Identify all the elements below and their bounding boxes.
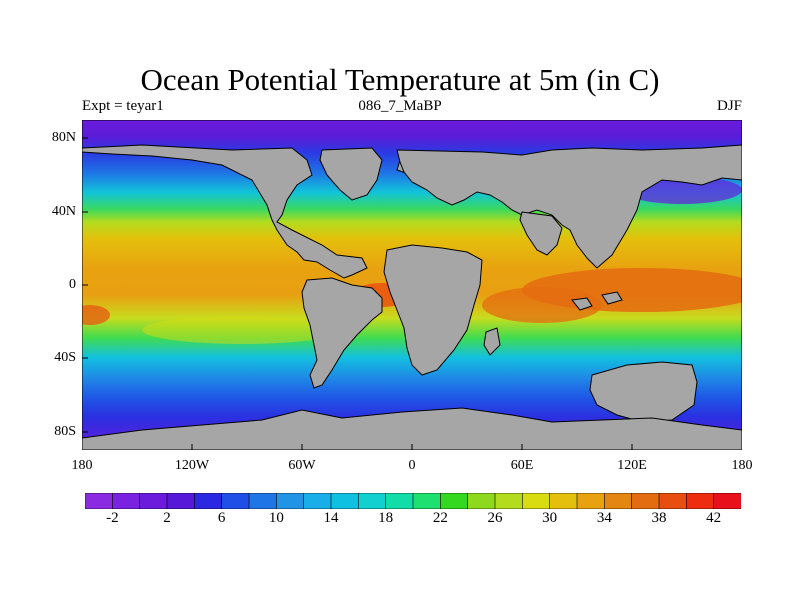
colorbar-swatch [276, 493, 305, 509]
longitude-label: 0 [408, 458, 416, 473]
colorbar-label: 38 [651, 510, 667, 526]
landmasses [82, 144, 742, 450]
latitude-label: 80N [51, 130, 76, 145]
warm-pool-east-pacific [82, 305, 110, 325]
period-label: 086_7_MaBP [358, 98, 442, 114]
colorbar-swatch [494, 493, 524, 509]
colorbar-swatch [467, 493, 496, 509]
colorbar-swatch [549, 493, 578, 509]
colorbar-swatch [330, 493, 360, 509]
colorbar-label: 18 [378, 510, 394, 526]
colorbar-swatch [303, 493, 332, 509]
longitude-label: 180 [71, 458, 93, 473]
india-landmass [519, 211, 563, 256]
colorbar-swatch [412, 493, 442, 509]
colorbar [85, 493, 741, 509]
map-title: Ocean Potential Temperature at 5m (in C) [140, 62, 660, 97]
longitude-label: 60W [288, 458, 316, 473]
colorbar-label: 30 [542, 510, 558, 526]
latitude-label: 80S [54, 424, 76, 439]
colorbar-swatch [358, 493, 387, 509]
colorbar-label: 42 [706, 510, 722, 526]
colorbar-swatch [522, 493, 551, 509]
colorbar-swatch [166, 493, 196, 509]
north-america-landmass [82, 144, 368, 279]
colorbar-label: 26 [487, 510, 503, 526]
south-america-landmass [301, 277, 383, 389]
longitude-label: 120E [617, 458, 647, 473]
longitude-label: 60E [510, 458, 534, 473]
colorbar-swatch [139, 493, 168, 509]
madagascar-landmass [483, 327, 501, 356]
colorbar-label: 2 [163, 510, 171, 526]
colorbar-swatch [385, 493, 414, 509]
colorbar-swatch [604, 493, 633, 509]
colorbar-swatch [631, 493, 660, 509]
greenland-landmass [319, 147, 383, 201]
colorbar-swatch [112, 493, 141, 509]
indonesia-island-landmass-east [601, 291, 623, 305]
latitude-label: 40S [54, 350, 76, 365]
colorbar-swatch [440, 493, 469, 509]
colorbar-label: 10 [268, 510, 284, 526]
longitude-label: 180 [731, 458, 753, 473]
colorbar-swatch [194, 493, 223, 509]
antarctica-landmass [82, 407, 742, 450]
australia-landmass [589, 361, 698, 423]
experiment-label: Expt = teyar1 [82, 98, 164, 114]
colorbar-label: 34 [596, 510, 612, 526]
colorbar-swatch [686, 493, 715, 509]
longitude-label: 120W [174, 458, 210, 473]
colorbar-swatch [713, 493, 741, 509]
colorbar-swatch [248, 493, 278, 509]
tick-marks [82, 137, 633, 450]
colorbar-swatch [658, 493, 688, 509]
map-svg [82, 120, 742, 450]
colorbar-swatch [85, 493, 114, 509]
tropical-band-east-pacific [142, 316, 342, 344]
indonesia-island-landmass [571, 297, 593, 311]
temperature-map [82, 120, 742, 450]
warm-pool-indian [482, 287, 602, 323]
colorbar-swatch [221, 493, 250, 509]
season-label: DJF [716, 98, 742, 114]
colorbar-swatch [576, 493, 606, 509]
latitude-label: 40N [51, 204, 76, 219]
colorbar-label: 14 [323, 510, 339, 526]
colorbar-label: 6 [217, 510, 226, 526]
latitude-label: 0 [69, 277, 76, 292]
colorbar-label: -2 [106, 510, 119, 526]
africa-landmass [383, 244, 483, 376]
colorbar-label: 22 [432, 510, 448, 526]
eurasia-landmass [396, 144, 742, 269]
